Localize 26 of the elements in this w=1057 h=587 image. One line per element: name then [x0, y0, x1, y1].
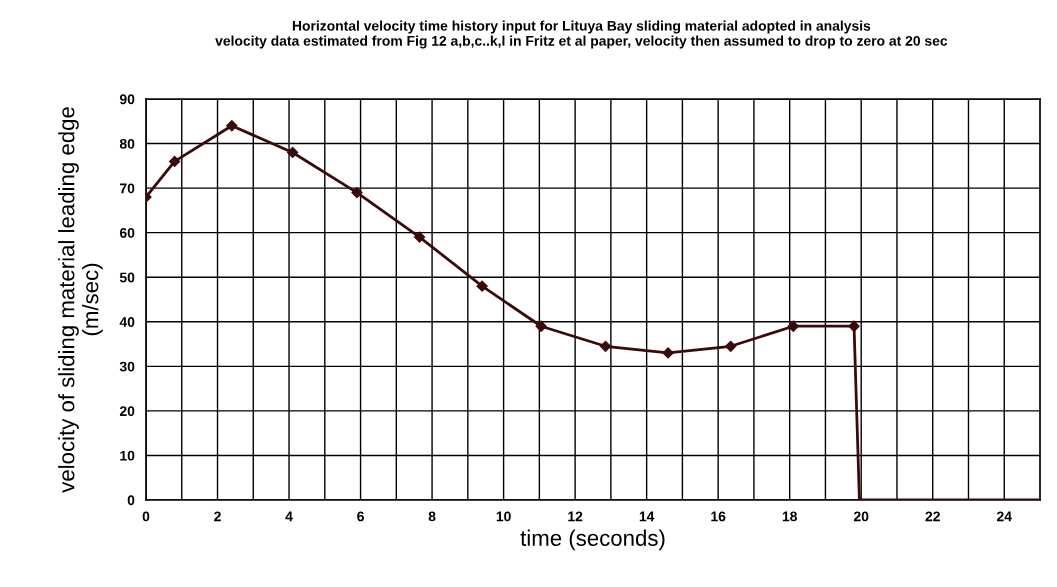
- y-tick-label: 40: [119, 317, 135, 327]
- y-tick-label: 20: [119, 406, 135, 417]
- x-tick-label: 20: [853, 511, 869, 522]
- x-tick-label: 4: [285, 511, 293, 522]
- x-axis-title: time (seconds): [520, 529, 665, 551]
- y-tick-label: 30: [119, 361, 135, 372]
- x-tick-label: 18: [782, 511, 797, 522]
- y-tick-label: 80: [119, 138, 135, 149]
- y-tick-label: 70: [120, 183, 135, 194]
- y-tick-label: 50: [119, 272, 135, 283]
- x-tick-label: 6: [357, 511, 364, 522]
- x-tick-label: 16: [711, 511, 726, 522]
- x-tick-label: 0: [142, 511, 150, 522]
- x-tick-label: 24: [997, 511, 1012, 522]
- x-tick-label: 22: [925, 511, 940, 522]
- x-tick-label: 12: [568, 511, 583, 522]
- y-tick-label: 90: [119, 94, 135, 105]
- x-tick-label: 14: [639, 511, 655, 522]
- chart-title: Horizontal velocity time history input for Lituya Bay sliding material adopted in analysis velocity data estimated from Fig 12 a,b,c..k,l in Fritz et al paper, velocity then assumed to drop to zero at 20 sec: [215, 20, 948, 49]
- x-tick-label: 10: [496, 511, 511, 522]
- y-tick-label: 60: [119, 228, 135, 238]
- y-tick-label: 10: [120, 450, 135, 461]
- x-tick-label: 8: [428, 511, 436, 522]
- x-tick-label: 2: [214, 511, 221, 522]
- y-axis-title: velocity of sliding material leading edge (m/sec): [58, 107, 103, 493]
- y-tick-label: 0: [127, 495, 135, 506]
